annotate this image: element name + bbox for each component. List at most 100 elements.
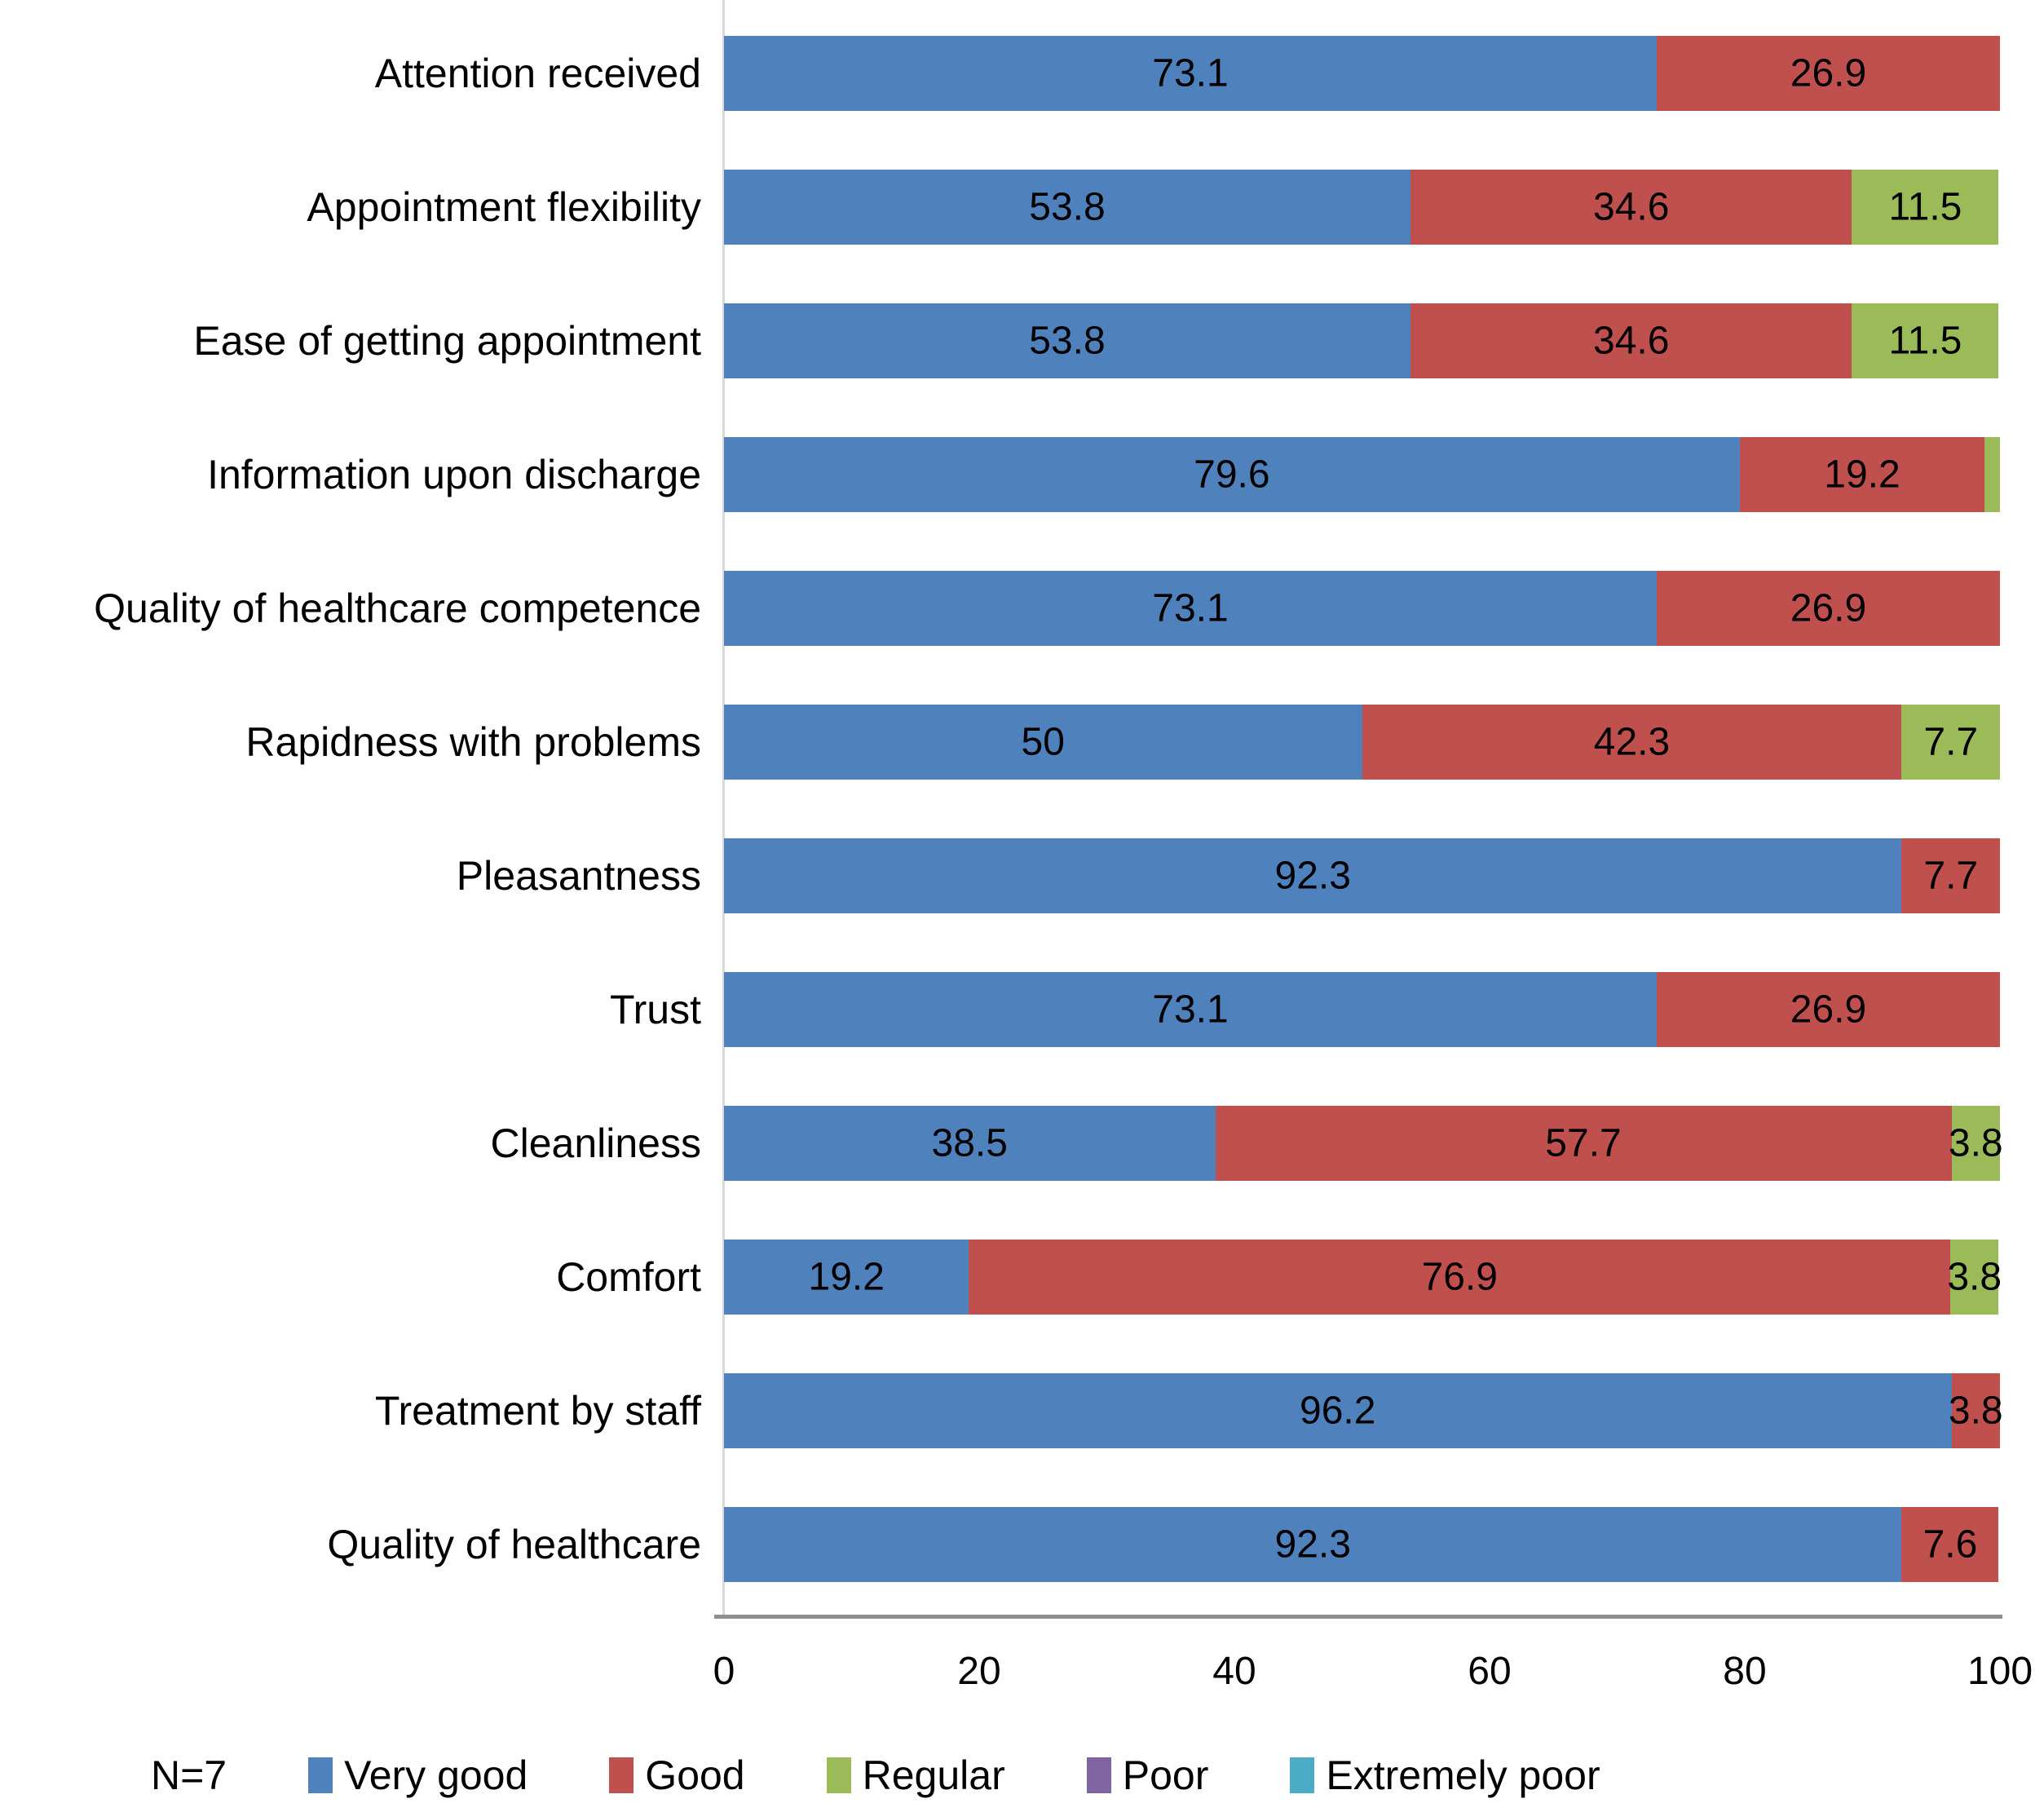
bar-row: Information upon discharge 79.6 19.2	[0, 408, 2044, 541]
bar-segment-good: 26.9	[1657, 972, 2000, 1047]
bar-value-label: 11.5	[1888, 319, 1962, 363]
legend-swatch-very-good	[308, 1757, 333, 1793]
bar-value-label: 38.5	[931, 1121, 1008, 1165]
bar-value-label: 92.3	[1274, 854, 1351, 898]
bar-row: Trust 73.1 26.9	[0, 943, 2044, 1076]
bar-row: Attention received 73.1 26.9	[0, 7, 2044, 140]
bar-track: 38.5 57.7 3.8	[724, 1106, 2003, 1181]
bar-track: 19.2 76.9 3.8	[724, 1240, 2002, 1315]
bar-segment-very-good: 96.2	[724, 1373, 1952, 1448]
bar-value-label: 53.8	[1029, 319, 1106, 363]
legend-item-poor: Poor	[1086, 1752, 1209, 1799]
bar-value-label: 19.2	[1824, 453, 1901, 497]
bar-track: 53.8 34.6 11.5	[724, 170, 2000, 245]
bar-value-label: 26.9	[1790, 51, 1867, 95]
bar-value-label: 79.6	[1194, 453, 1270, 497]
bar-row: Ease of getting appointment 53.8 34.6 11.5	[0, 274, 2044, 408]
category-label: Information upon discharge	[207, 451, 701, 497]
bar-track: 73.1 26.9	[724, 571, 2000, 646]
bar-value-label: 11.5	[1888, 185, 1962, 229]
category-label: Treatment by staff	[374, 1387, 701, 1434]
bar-value-label: 3.8	[1948, 1389, 2003, 1433]
bar-row: Quality of healthcare 92.3 7.6	[0, 1478, 2044, 1611]
x-axis-tick-labels: 0 20 40 60 80 100	[713, 1649, 2033, 1698]
category-label: Rapidness with problems	[245, 718, 701, 765]
plot-area: Attention received 73.1 26.9 Appointment fl…	[0, 7, 2044, 1611]
legend-label: Good	[645, 1752, 745, 1798]
bar-segment-very-good: 19.2	[724, 1240, 969, 1315]
category-label: Cleanliness	[490, 1120, 701, 1166]
legend-label: Poor	[1122, 1752, 1209, 1798]
bar-row: Rapidness with problems 50 42.3 7.7	[0, 675, 2044, 809]
y-axis-line	[722, 0, 725, 1616]
bar-segment-good: 34.6	[1410, 170, 1852, 245]
bar-track: 96.2 3.8	[724, 1373, 2003, 1448]
legend-label: Regular	[862, 1752, 1005, 1798]
bar-value-label: 76.9	[1421, 1255, 1498, 1299]
bar-segment-good: 7.7	[1901, 838, 2000, 913]
bar-value-label: 73.1	[1152, 988, 1229, 1032]
bar-value-label: 7.7	[1923, 854, 1979, 898]
category-label: Quality of healthcare	[327, 1521, 701, 1567]
bar-value-label: 53.8	[1029, 185, 1106, 229]
bar-segment-good: 7.6	[1901, 1507, 1999, 1582]
x-axis-tick-label: 0	[713, 1650, 735, 1693]
bar-segment-very-good: 92.3	[724, 1507, 1902, 1582]
bar-row: Pleasantness 92.3 7.7	[0, 809, 2044, 943]
x-axis-tick-label: 20	[957, 1650, 1001, 1693]
legend-swatch-extremely-poor	[1290, 1757, 1315, 1793]
category-label: Ease of getting appointment	[193, 317, 701, 364]
legend: N=7 Very good Good Regular Poor Extremely po…	[151, 1752, 1600, 1799]
bar-segment-very-good: 53.8	[724, 170, 1410, 245]
bar-segment-very-good: 53.8	[724, 303, 1410, 378]
bar-track: 79.6 19.2	[724, 437, 2000, 512]
bar-segment-very-good: 73.1	[724, 36, 1657, 111]
bar-value-label: 3.8	[1948, 1121, 2003, 1165]
x-axis-tick-label: 80	[1723, 1650, 1767, 1693]
legend-swatch-regular	[826, 1757, 851, 1793]
legend-item-good: Good	[609, 1752, 745, 1799]
legend-label: Very good	[344, 1752, 528, 1798]
bar-value-label: 3.8	[1947, 1255, 2002, 1299]
category-label: Appointment flexibility	[307, 183, 701, 230]
legend-items: Very good Good Regular Poor Extremely poor	[308, 1752, 1600, 1799]
bar-value-label: 7.7	[1923, 720, 1979, 764]
bar-value-label: 7.6	[1923, 1523, 1978, 1567]
bar-segment-regular: 3.8	[1947, 1240, 2002, 1315]
bar-track: 92.3 7.7	[724, 838, 2000, 913]
bar-row: Comfort 19.2 76.9 3.8	[0, 1210, 2044, 1344]
bar-segment-very-good: 73.1	[724, 972, 1657, 1047]
bar-value-label: 73.1	[1152, 51, 1229, 95]
bar-row: Cleanliness 38.5 57.7 3.8	[0, 1076, 2044, 1210]
bar-segment-good: 26.9	[1657, 36, 2000, 111]
category-label: Quality of healthcare competence	[94, 585, 701, 631]
bar-segment-very-good: 73.1	[724, 571, 1657, 646]
bar-track: 92.3 7.6	[724, 1507, 2000, 1582]
legend-item-extremely-poor: Extremely poor	[1290, 1752, 1600, 1799]
x-axis-line	[714, 1615, 2002, 1619]
bar-segment-very-good: 50	[724, 705, 1362, 780]
bar-segment-very-good: 79.6	[724, 437, 1740, 512]
legend-item-very-good: Very good	[308, 1752, 528, 1799]
bar-segment-very-good: 92.3	[724, 838, 1902, 913]
bar-value-label: 34.6	[1592, 319, 1670, 363]
bar-row: Treatment by staff 96.2 3.8	[0, 1344, 2044, 1478]
bar-segment-good: 3.8	[1948, 1373, 2003, 1448]
x-axis-tick-label: 60	[1468, 1650, 1512, 1693]
x-axis-tick-label: 100	[1967, 1650, 2033, 1693]
bar-track: 73.1 26.9	[724, 972, 2000, 1047]
bar-value-label: 26.9	[1790, 988, 1867, 1032]
bar-segment-good: 26.9	[1657, 571, 2000, 646]
bar-segment-regular: 7.7	[1901, 705, 2000, 780]
category-label: Pleasantness	[456, 852, 701, 899]
bar-segment-good: 76.9	[969, 1240, 1950, 1315]
bar-segment-good: 34.6	[1410, 303, 1852, 378]
bar-segment-regular: 3.8	[1948, 1106, 2003, 1181]
bar-segment-good: 57.7	[1215, 1106, 1952, 1181]
bar-value-label: 42.3	[1593, 720, 1671, 764]
legend-swatch-good	[609, 1757, 634, 1793]
bar-segment-regular	[1984, 437, 2000, 512]
bar-value-label: 19.2	[808, 1255, 885, 1299]
bar-segment-good: 42.3	[1362, 705, 1902, 780]
